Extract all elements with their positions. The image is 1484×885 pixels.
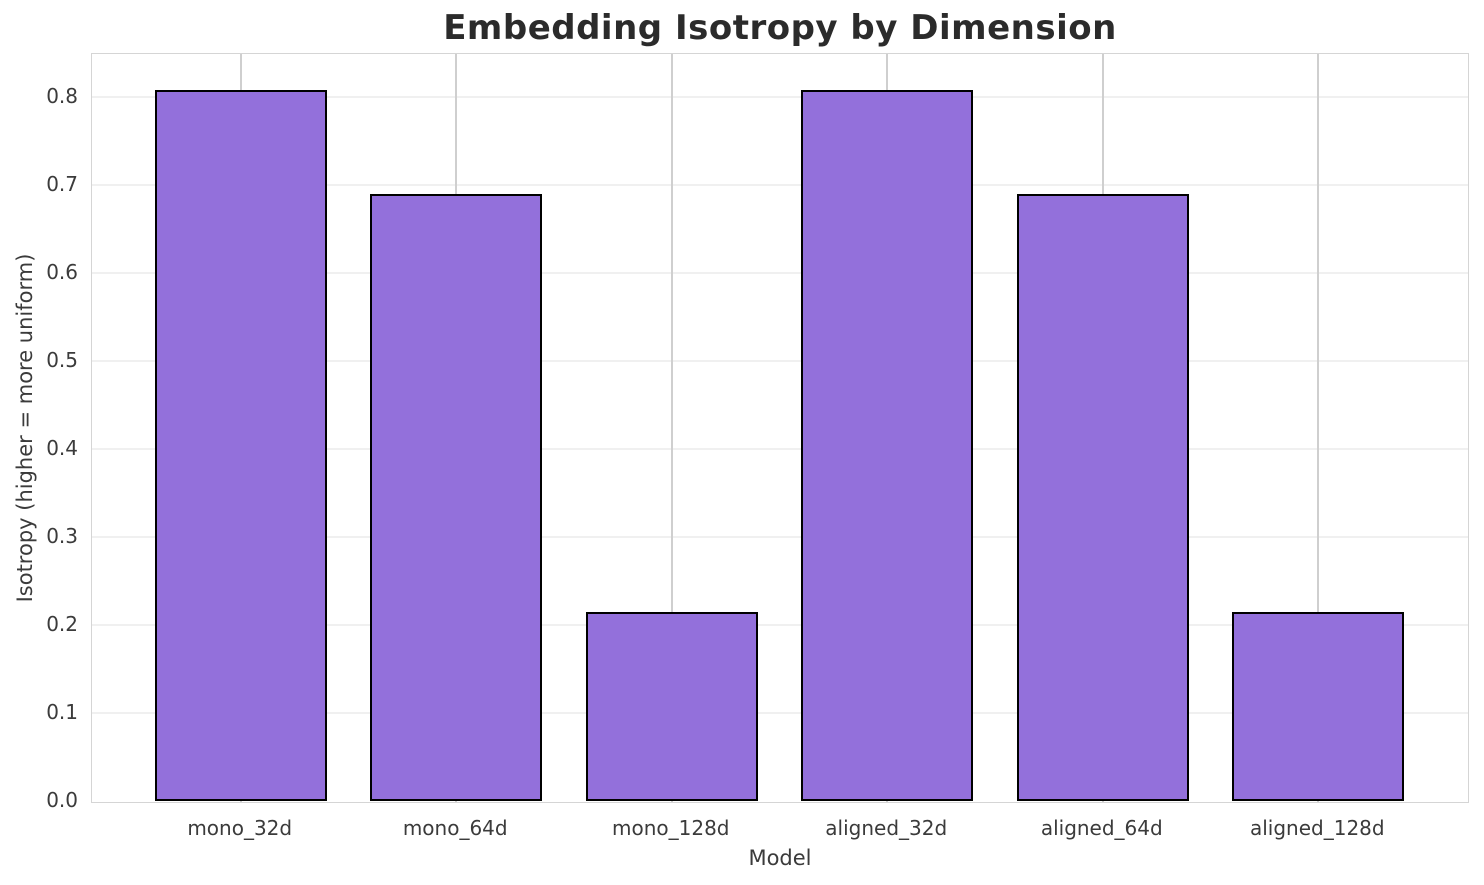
horizontal-gridline [92,272,1468,275]
x-tick-label: mono_128d [611,816,730,840]
y-tick-label: 0.2 [46,612,78,637]
y-tick-label: 0.1 [46,700,78,724]
bar-mono_128d [585,611,758,801]
x-tick-label: aligned_32d [825,816,948,840]
bar-mono_64d [370,193,543,801]
y-tick-label: 0.3 [46,524,78,549]
chart-title: Embedding Isotropy by Dimension [443,8,1117,48]
x-tick-label: mono_32d [187,816,293,840]
y-tick-label: 0.0 [46,788,78,812]
bar-aligned_128d [1232,611,1405,801]
y-tick-label: 0.5 [46,348,78,373]
horizontal-gridline [92,448,1468,451]
horizontal-gridline [92,712,1468,714]
vertical-gridline [670,54,673,802]
bar-aligned_64d [1016,193,1189,801]
horizontal-gridline [92,624,1468,627]
y-axis-label: Isotropy (higher = more uniform) [13,253,37,603]
x-axis-label: Model [748,846,812,870]
y-tick-label: 0.4 [46,436,78,461]
y-tick-label: 0.7 [46,172,78,197]
y-tick-label: 0.8 [46,84,78,109]
y-tick-label: 0.6 [46,260,78,285]
vertical-gridline [1317,54,1320,802]
horizontal-gridline [92,536,1468,539]
bar-mono_32d [154,90,327,801]
horizontal-gridline [92,360,1468,363]
x-tick-label: aligned_64d [1040,816,1163,840]
x-tick-label: aligned_128d [1249,816,1385,840]
bar-aligned_32d [801,90,974,801]
plot-area [91,53,1469,803]
horizontal-gridline [92,184,1468,187]
horizontal-gridline [92,96,1468,99]
x-tick-label: mono_64d [402,816,508,840]
